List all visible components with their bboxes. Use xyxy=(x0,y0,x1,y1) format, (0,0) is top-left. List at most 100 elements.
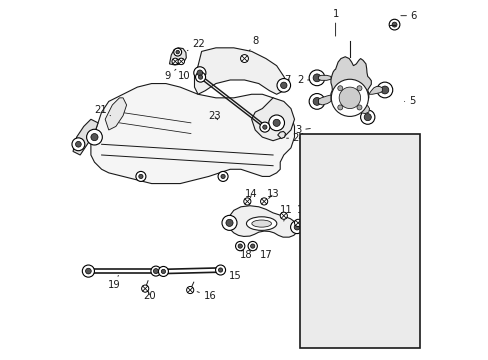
Text: 6: 6 xyxy=(400,11,416,21)
Ellipse shape xyxy=(251,220,271,227)
Circle shape xyxy=(215,265,225,275)
Circle shape xyxy=(176,50,179,54)
Circle shape xyxy=(197,70,203,76)
Circle shape xyxy=(337,86,342,91)
Text: 10: 10 xyxy=(177,71,190,81)
Polygon shape xyxy=(357,105,369,113)
Circle shape xyxy=(178,58,184,64)
Circle shape xyxy=(280,212,287,219)
Circle shape xyxy=(153,269,158,274)
Circle shape xyxy=(218,268,222,272)
Circle shape xyxy=(308,70,324,86)
Text: 5: 5 xyxy=(404,96,414,107)
Text: 16: 16 xyxy=(197,291,216,301)
Polygon shape xyxy=(91,84,294,184)
Text: 12: 12 xyxy=(296,205,309,222)
Circle shape xyxy=(331,79,367,116)
Circle shape xyxy=(280,82,286,89)
Text: 8: 8 xyxy=(249,36,258,51)
Text: 11: 11 xyxy=(280,205,292,221)
Polygon shape xyxy=(228,206,298,237)
Circle shape xyxy=(380,86,388,94)
Circle shape xyxy=(82,265,94,277)
Circle shape xyxy=(360,110,374,124)
Circle shape xyxy=(308,94,324,109)
Text: 4: 4 xyxy=(379,150,393,160)
Polygon shape xyxy=(194,48,287,94)
Circle shape xyxy=(86,129,102,145)
Text: 19: 19 xyxy=(107,275,120,291)
Circle shape xyxy=(240,55,248,63)
Circle shape xyxy=(238,244,242,248)
Polygon shape xyxy=(105,98,126,130)
Circle shape xyxy=(142,285,148,292)
Circle shape xyxy=(244,198,250,205)
Polygon shape xyxy=(368,86,382,94)
Bar xyxy=(299,134,419,348)
Polygon shape xyxy=(277,131,285,139)
Polygon shape xyxy=(169,48,186,65)
Ellipse shape xyxy=(246,217,276,230)
Circle shape xyxy=(260,198,267,205)
Circle shape xyxy=(364,113,370,121)
Circle shape xyxy=(312,74,320,82)
Circle shape xyxy=(218,171,227,181)
Circle shape xyxy=(161,269,165,274)
Text: 13: 13 xyxy=(266,189,279,199)
Circle shape xyxy=(356,105,361,110)
Circle shape xyxy=(193,67,205,79)
Text: 22: 22 xyxy=(187,39,204,51)
Polygon shape xyxy=(318,95,330,105)
Text: 7: 7 xyxy=(280,75,290,85)
Circle shape xyxy=(72,138,84,151)
Circle shape xyxy=(151,266,161,276)
Circle shape xyxy=(195,72,205,82)
Circle shape xyxy=(391,22,396,27)
Circle shape xyxy=(339,87,360,109)
Circle shape xyxy=(262,125,266,129)
Text: 3: 3 xyxy=(295,125,310,135)
Circle shape xyxy=(388,19,399,30)
Circle shape xyxy=(247,242,257,251)
Circle shape xyxy=(75,141,81,147)
Circle shape xyxy=(276,78,290,92)
Circle shape xyxy=(259,122,269,132)
Circle shape xyxy=(91,134,98,141)
Circle shape xyxy=(222,215,237,230)
Circle shape xyxy=(294,224,299,230)
Circle shape xyxy=(294,219,301,226)
Polygon shape xyxy=(330,57,370,107)
Polygon shape xyxy=(251,98,294,141)
Circle shape xyxy=(376,82,392,98)
Circle shape xyxy=(250,244,254,248)
Circle shape xyxy=(198,75,203,79)
Circle shape xyxy=(272,119,280,126)
Circle shape xyxy=(221,174,225,179)
Circle shape xyxy=(172,58,178,64)
Circle shape xyxy=(139,174,143,179)
Text: 15: 15 xyxy=(221,271,241,282)
Text: 1: 1 xyxy=(332,9,338,36)
Circle shape xyxy=(312,98,320,105)
Circle shape xyxy=(268,115,284,131)
Circle shape xyxy=(235,242,244,251)
Circle shape xyxy=(225,219,233,226)
Circle shape xyxy=(136,171,145,181)
Circle shape xyxy=(85,268,91,274)
Text: 24: 24 xyxy=(286,133,305,143)
Text: 14: 14 xyxy=(245,189,258,199)
Circle shape xyxy=(290,221,303,234)
Text: 2: 2 xyxy=(296,75,311,85)
Polygon shape xyxy=(73,119,98,155)
Text: 23: 23 xyxy=(207,111,220,121)
Text: 9: 9 xyxy=(164,69,176,81)
Circle shape xyxy=(356,86,361,91)
Circle shape xyxy=(173,48,181,56)
Polygon shape xyxy=(318,75,330,80)
Text: 18: 18 xyxy=(239,246,252,260)
Circle shape xyxy=(158,266,168,276)
Text: 21: 21 xyxy=(94,105,110,116)
Text: 17: 17 xyxy=(255,249,272,260)
Circle shape xyxy=(337,105,342,110)
Circle shape xyxy=(186,287,193,294)
